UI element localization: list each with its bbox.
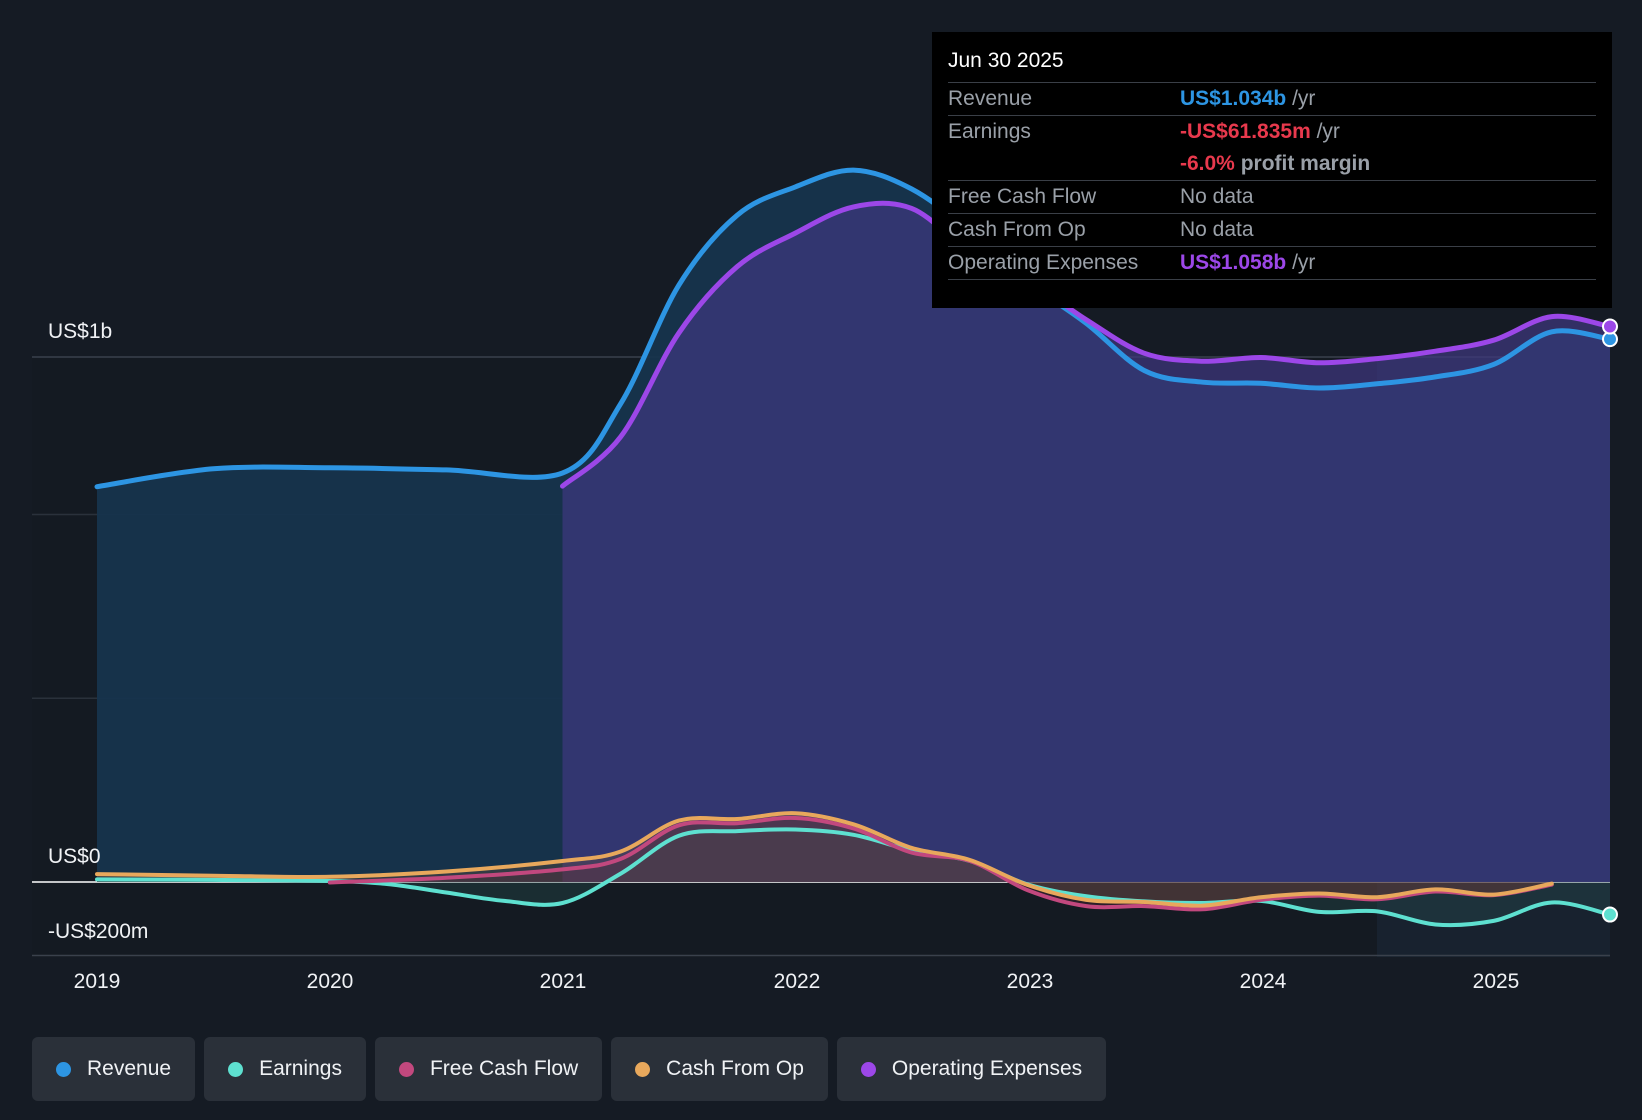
- tooltip-panel: Jun 30 2025 Revenue US$1.034b /yr Earnin…: [932, 32, 1612, 308]
- tooltip-row-opex: Operating Expenses US$1.058b /yr: [948, 247, 1596, 280]
- tooltip-date: Jun 30 2025: [948, 46, 1596, 83]
- tooltip-earnings-value: -US$61.835m: [1180, 120, 1311, 143]
- legend-item-free-cash-flow[interactable]: Free Cash Flow: [374, 1037, 603, 1101]
- tooltip-earnings-unit: /yr: [1316, 120, 1340, 143]
- x-tick-2025: 2025: [1472, 970, 1520, 993]
- tooltip-fcf-label: Free Cash Flow: [948, 185, 1097, 208]
- tooltip-row-earnings: Earnings -US$61.835m /yr: [948, 116, 1596, 148]
- legend-label-revenue: Revenue: [87, 1057, 172, 1080]
- tooltip-margin-value: -6.0%: [1180, 152, 1235, 175]
- tooltip-revenue-value: US$1.034b: [1180, 87, 1287, 110]
- fcf-area: [329, 817, 1552, 910]
- earnings-end-marker: [1602, 906, 1618, 923]
- x-tick-2024: 2024: [1239, 970, 1287, 993]
- opex-area: [562, 203, 1610, 882]
- x-tick-2023: 2023: [1006, 970, 1054, 993]
- tooltip-fcf-value: No data: [1180, 185, 1254, 208]
- legend-dot-free-cash-flow: [398, 1061, 414, 1077]
- x-tick-2022: 2022: [773, 970, 821, 993]
- tooltip-row-cfo: Cash From Op No data: [948, 214, 1596, 247]
- x-tick-2020: 2020: [306, 970, 354, 993]
- legend-item-operating-expenses[interactable]: Operating Expenses: [836, 1037, 1107, 1101]
- tooltip-opex-value: US$1.058b: [1180, 251, 1287, 274]
- cfo-line: [95, 811, 1554, 908]
- tooltip-row-revenue: Revenue US$1.034b /yr: [948, 83, 1596, 116]
- y-tick-label-0: US$0: [48, 845, 101, 868]
- tooltip-cfo-value: No data: [1180, 218, 1254, 241]
- tooltip-opex-label: Operating Expenses: [948, 251, 1139, 274]
- tooltip-revenue-label: Revenue: [948, 87, 1033, 110]
- tooltip-row-fcf: Free Cash Flow No data: [948, 181, 1596, 214]
- legend: Revenue Earnings Free Cash Flow Cash Fro…: [32, 1037, 1107, 1101]
- legend-item-earnings[interactable]: Earnings: [204, 1037, 366, 1101]
- legend-dot-revenue: [56, 1061, 71, 1077]
- legend-item-cash-from-op[interactable]: Cash From Op: [611, 1037, 828, 1101]
- tooltip-revenue-unit: /yr: [1292, 87, 1316, 110]
- x-tick-2019: 2019: [73, 970, 121, 993]
- revenue-line: [94, 167, 1613, 490]
- tooltip-opex-unit: /yr: [1292, 251, 1316, 274]
- legend-label-free-cash-flow: Free Cash Flow: [429, 1057, 579, 1080]
- tooltip-margin-text: profit margin: [1240, 152, 1371, 175]
- legend-label-cash-from-op: Cash From Op: [666, 1057, 804, 1080]
- legend-item-revenue[interactable]: Revenue: [32, 1037, 196, 1101]
- legend-label-operating-expenses: Operating Expenses: [891, 1057, 1083, 1080]
- y-tick-label-1b: US$1b: [48, 320, 113, 343]
- cfo-area: [97, 813, 1552, 906]
- x-tick-2021: 2021: [539, 970, 587, 993]
- tooltip-earnings-label: Earnings: [948, 120, 1031, 143]
- legend-label-earnings: Earnings: [259, 1057, 342, 1080]
- y-tick-label-neg200m: -US$200m: [48, 920, 149, 943]
- opex-end-marker: [1602, 318, 1618, 335]
- tooltip-cfo-label: Cash From Op: [948, 218, 1086, 241]
- legend-dot-cash-from-op: [635, 1061, 651, 1077]
- tooltip-row-margin: -6.0% profit margin: [948, 148, 1596, 181]
- legend-dot-operating-expenses: [860, 1061, 876, 1077]
- legend-dot-earnings: [228, 1061, 244, 1077]
